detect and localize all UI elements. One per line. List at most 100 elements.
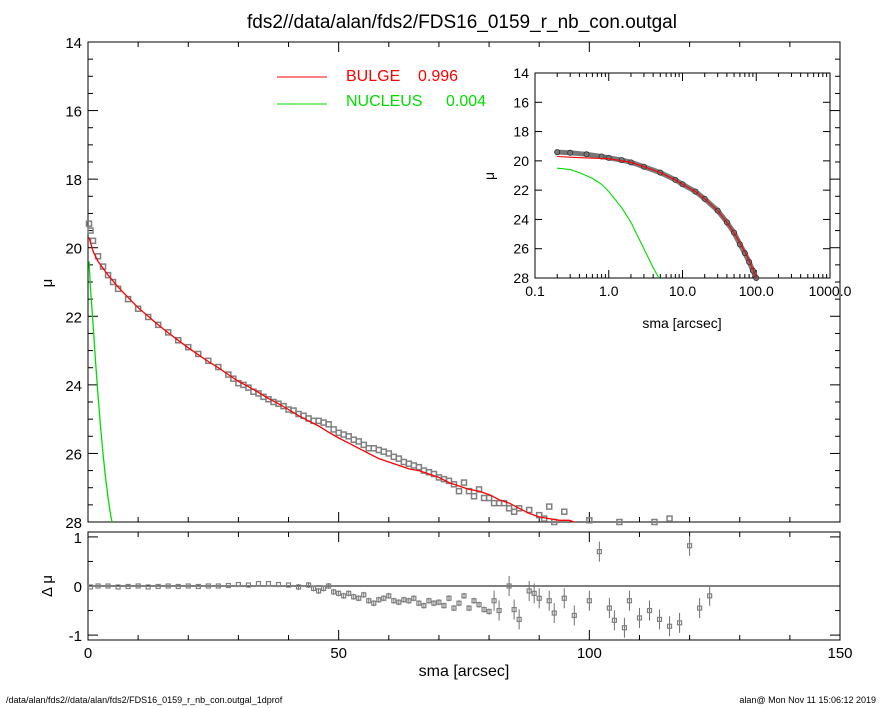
- main-profile-panel: 14 16 18 20 22 24 26 28 μ BULGE 0.996 NUCLEUS 0…: [39, 35, 841, 532]
- residual-point: [546, 598, 552, 604]
- residual-series-group: [87, 535, 713, 638]
- residual-point: [536, 595, 542, 601]
- main-data-point: [144, 313, 152, 321]
- inset-data-point: [692, 188, 699, 195]
- residual-point: [551, 610, 557, 616]
- inset-data-point: [640, 163, 647, 170]
- residual-point: [456, 600, 462, 606]
- footer-user-date: alan@ Mon Nov 11 15:06:12 2019: [739, 695, 876, 705]
- residual-point: [316, 588, 322, 594]
- residual-point: [396, 599, 402, 605]
- main-data-point: [85, 220, 93, 227]
- residual-point: [421, 603, 427, 609]
- inset-data-point: [714, 207, 721, 214]
- residual-x-tick-label: 150: [827, 645, 852, 662]
- inset-y-tick-label: 20: [513, 153, 529, 169]
- residual-point: [381, 595, 387, 601]
- inset-y-tick-label: 18: [513, 124, 529, 140]
- residual-point: [416, 600, 422, 606]
- residual-x-tick-label: 0: [84, 645, 92, 662]
- residual-point: [356, 595, 362, 601]
- inset-data-point: [753, 274, 760, 281]
- main-y-tick-label: 14: [65, 35, 82, 52]
- residual-point: [431, 600, 437, 606]
- main-data-point: [164, 329, 172, 336]
- main-data-point: [525, 506, 533, 514]
- residual-point: [436, 599, 442, 605]
- main-data-point: [320, 419, 327, 426]
- residual-y-tick-label: -1: [69, 628, 82, 645]
- inset-data-point: [554, 149, 561, 156]
- inset-series-group: [554, 149, 760, 281]
- main-data-point: [475, 486, 483, 493]
- residual-point: [676, 620, 683, 626]
- residual-point: [586, 598, 592, 604]
- residual-point: [305, 582, 312, 588]
- residual-point: [386, 593, 392, 599]
- main-data-point: [109, 278, 117, 286]
- residual-point: [311, 585, 317, 592]
- residual-point: [466, 605, 472, 611]
- main-y-axis-label: μ: [39, 279, 56, 288]
- main-data-point: [430, 470, 438, 478]
- main-data-point: [230, 375, 237, 382]
- main-y-tick-label: 28: [65, 515, 82, 532]
- main-y-tick-label: 24: [65, 378, 82, 395]
- main-data-point: [215, 363, 222, 371]
- inset-data-point: [679, 181, 686, 188]
- main-data-point: [390, 453, 398, 461]
- bulge-curve: [88, 237, 575, 523]
- residual-point: [125, 583, 131, 590]
- main-data-point: [375, 446, 383, 454]
- main-y-tick-label: 18: [65, 172, 82, 189]
- residual-point: [105, 583, 111, 589]
- residual-point: [516, 616, 522, 622]
- main-data-point: [400, 458, 408, 466]
- legend-bulge-label: BULGE: [346, 68, 400, 85]
- main-data-point: [450, 481, 458, 488]
- inset-x-tick-label: 0.1: [525, 283, 545, 299]
- residual-point: [511, 606, 517, 613]
- residual-point: [446, 595, 452, 601]
- residual-point: [195, 583, 201, 590]
- residual-point: [401, 597, 407, 603]
- inset-x-axis-label: sma [arcsec]: [642, 315, 721, 331]
- inset-bulge-curve: [557, 155, 757, 279]
- main-data-point: [415, 463, 423, 471]
- residual-point: [336, 590, 342, 596]
- main-data-point: [134, 305, 142, 312]
- residual-x-tick-label: 50: [330, 645, 347, 662]
- residual-point: [476, 602, 482, 608]
- residual-point: [636, 615, 643, 621]
- inset-nucleus-curve: [557, 167, 660, 279]
- inset-y-tick-label: 24: [513, 211, 529, 227]
- inset-data-point: [723, 219, 730, 226]
- main-y-tick-label: 26: [65, 446, 82, 463]
- residual-point: [656, 616, 663, 622]
- residual-y-axis-label: Δ μ: [39, 575, 56, 597]
- residual-point: [621, 625, 628, 631]
- main-data-point: [345, 433, 352, 440]
- residual-point: [255, 580, 262, 587]
- residual-point: [606, 605, 612, 611]
- main-data-point: [104, 271, 112, 279]
- residual-point: [626, 598, 633, 604]
- legend-bulge-fraction: 0.996: [418, 68, 458, 85]
- inset-data-point: [672, 176, 679, 183]
- main-data-point: [315, 417, 322, 425]
- residual-point: [361, 592, 367, 598]
- legend-nucleus-fraction: 0.004: [446, 93, 486, 110]
- residual-point: [486, 608, 492, 615]
- residual-point: [371, 600, 377, 606]
- main-data-point: [185, 343, 192, 351]
- residual-point: [115, 584, 121, 590]
- main-data-point: [500, 499, 508, 507]
- main-data-point: [325, 421, 332, 428]
- inset-y-tick-label: 16: [513, 94, 529, 110]
- residual-point: [451, 605, 457, 611]
- inset-y-tick-label: 14: [513, 65, 529, 81]
- residual-point: [135, 583, 141, 589]
- inset-data-point: [731, 229, 738, 236]
- footer-file-path: /data/alan/fds2//data/alan/fds2/FDS16_01…: [6, 695, 283, 705]
